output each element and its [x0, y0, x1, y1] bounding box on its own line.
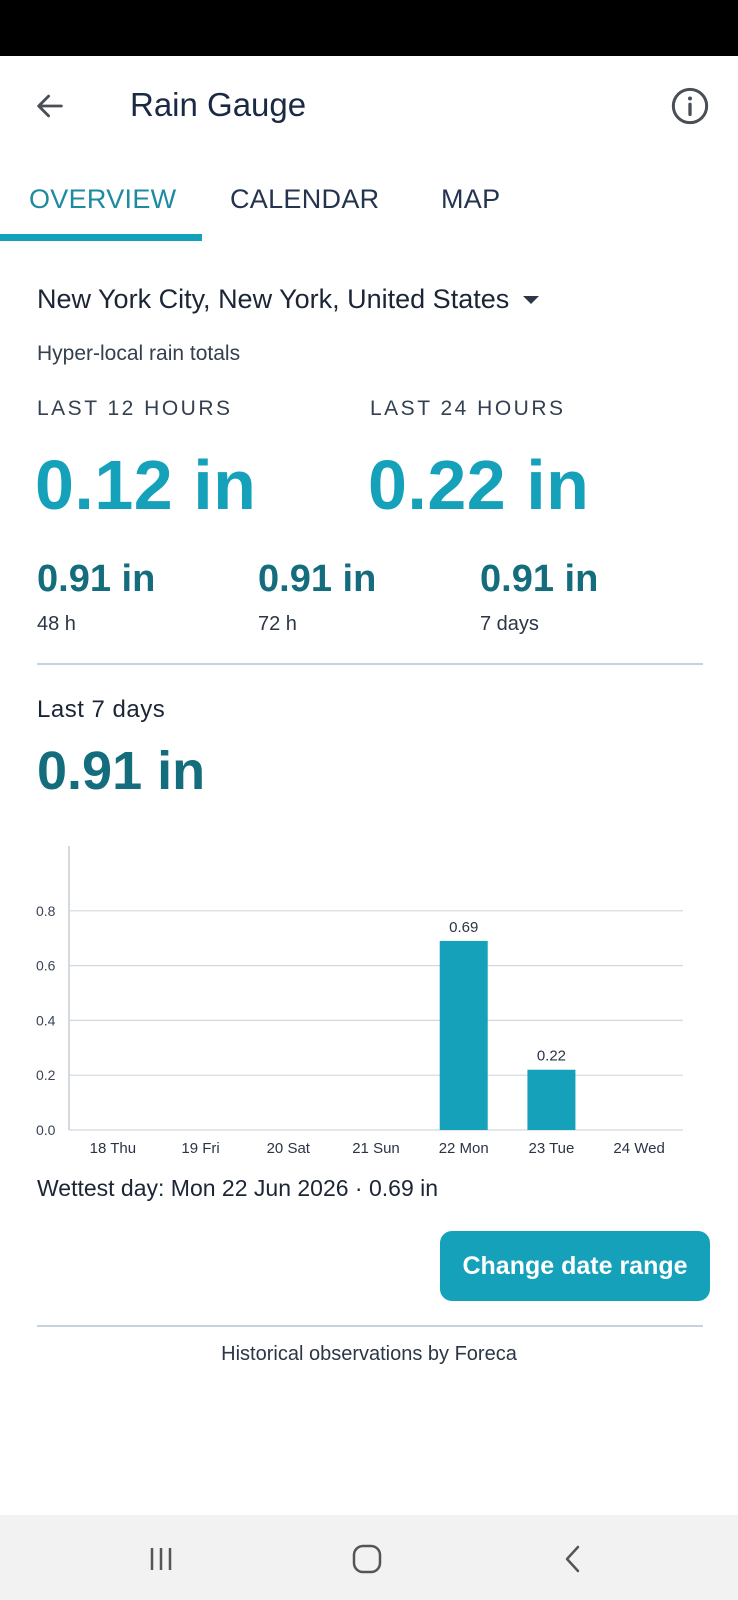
y-tick-label: 0.8	[36, 903, 56, 919]
system-nav-bar	[0, 1515, 738, 1600]
x-tick-label: 20 Sat	[267, 1140, 311, 1157]
app-title: Rain Gauge	[130, 86, 307, 123]
total-48h-label: 48 h	[37, 613, 76, 635]
x-tick-label: 19 Fri	[181, 1140, 219, 1157]
back-button[interactable]	[26, 82, 74, 130]
bar	[439, 940, 488, 1130]
bar-data-label: 0.69	[449, 919, 478, 936]
y-tick-label: 0.2	[36, 1067, 56, 1083]
tab-indicator	[0, 234, 202, 241]
total-7days-value: 0.91 in	[480, 558, 599, 600]
tab-calendar[interactable]: CALENDAR	[230, 184, 380, 214]
location-dropdown[interactable]: New York City, New York, United States	[37, 284, 540, 315]
chevron-left-icon	[565, 1545, 580, 1573]
recent-apps-icon	[150, 1548, 172, 1570]
info-button[interactable]	[670, 86, 710, 126]
x-tick-label: 24 Wed	[613, 1140, 664, 1157]
last-7-days-value: 0.91 in	[37, 741, 206, 801]
total-72h-value: 0.91 in	[258, 558, 377, 600]
y-tick-label: 0.6	[36, 958, 56, 974]
total-72h-label: 72 h	[258, 613, 297, 635]
x-tick-label: 23 Tue	[528, 1140, 574, 1157]
bar	[527, 1069, 576, 1130]
last-12-hours-label: LAST 12 HOURS	[37, 397, 233, 420]
app-bar: Rain Gauge	[0, 56, 738, 156]
home-icon	[352, 1544, 382, 1574]
wettest-day-text: Wettest day: Mon 22 Jun 2026 · 0.69 in	[37, 1175, 439, 1201]
y-tick-label: 0.4	[36, 1012, 56, 1028]
divider	[37, 1325, 703, 1327]
recent-apps-button[interactable]	[133, 1531, 189, 1587]
system-back-button[interactable]	[545, 1531, 601, 1587]
divider	[37, 663, 703, 665]
home-button[interactable]	[339, 1531, 395, 1587]
tab-overview[interactable]: OVERVIEW	[29, 184, 177, 214]
location-name: New York City, New York, United States	[37, 284, 510, 314]
last-12-hours-value: 0.12 in	[35, 446, 257, 524]
info-icon	[671, 87, 709, 125]
tab-bar: OVERVIEW CALENDAR MAP	[0, 170, 738, 244]
bar-data-label: 0.22	[537, 1048, 566, 1065]
x-tick-label: 18 Thu	[90, 1140, 136, 1157]
attribution-text: Historical observations by Foreca	[221, 1343, 517, 1365]
arrow-left-icon	[37, 94, 63, 118]
total-7days-label: 7 days	[480, 613, 539, 635]
total-48h-value: 0.91 in	[37, 558, 156, 600]
status-bar	[0, 0, 738, 56]
y-tick-label: 0.0	[36, 1122, 56, 1138]
rain-bar-chart: 0.0 0.2 0.4 0.6 0.8 18 Thu 19 Fri 20 Sat 21 Sun 0…	[36, 846, 683, 1157]
x-tick-label: 22 Mon	[439, 1140, 489, 1157]
caret-down-icon	[523, 295, 540, 304]
last-24-hours-label: LAST 24 HOURS	[370, 397, 566, 420]
last-24-hours-value: 0.22 in	[368, 446, 590, 524]
x-tick-label: 21 Sun	[352, 1140, 400, 1157]
location-subtitle: Hyper-local rain totals	[37, 342, 241, 365]
last-7-days-label: Last 7 days	[37, 696, 166, 723]
tab-map[interactable]: MAP	[441, 184, 501, 214]
change-date-range-button[interactable]: Change date range	[440, 1231, 710, 1301]
